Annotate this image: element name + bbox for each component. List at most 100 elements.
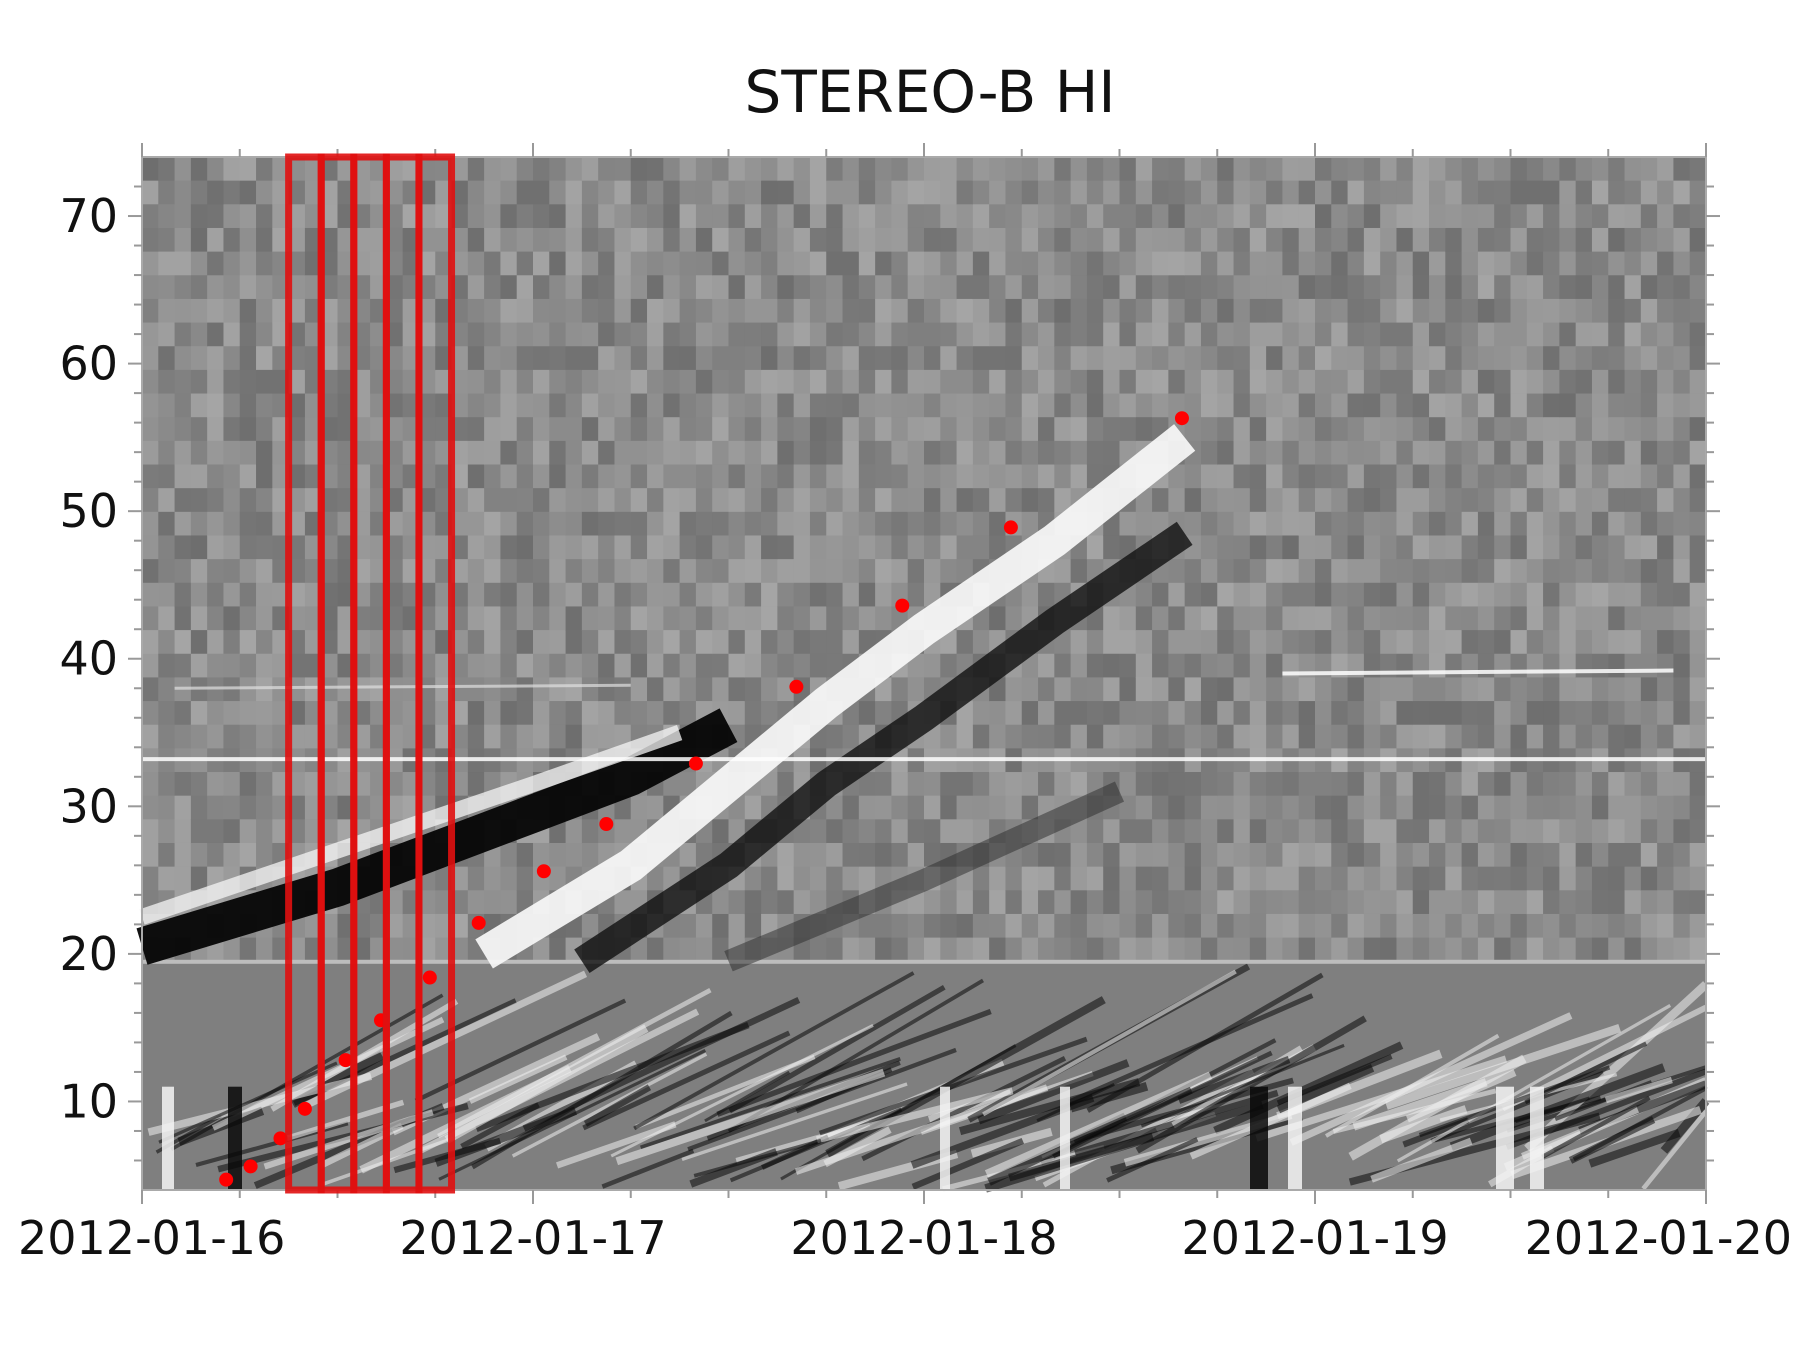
bg-cell (777, 251, 795, 276)
bg-cell (142, 866, 159, 891)
bg-cell (256, 346, 273, 371)
bg-cell (1657, 535, 1675, 560)
bg-cell (484, 464, 502, 489)
bg-cell (223, 842, 241, 868)
bg-cell (533, 535, 550, 560)
bg-cell (1331, 298, 1349, 324)
bg-cell (1429, 677, 1446, 702)
bg-cell (337, 417, 355, 442)
bg-cell (223, 298, 241, 324)
bg-cell (728, 559, 746, 584)
bg-cell (842, 842, 860, 868)
bg-cell (1298, 251, 1316, 276)
bg-cell (1543, 440, 1560, 466)
bg-cell (190, 251, 208, 276)
bg-cell (663, 180, 681, 205)
bg-cell (337, 157, 355, 182)
bg-cell (467, 606, 485, 631)
bg-cell (858, 913, 876, 939)
bg-cell (1070, 630, 1088, 655)
bg-cell (744, 298, 762, 324)
bg-cell (239, 322, 257, 347)
bg-cell (712, 346, 730, 371)
bg-cell (1494, 630, 1512, 655)
bg-cell (1380, 180, 1398, 205)
bg-cell (1477, 251, 1495, 276)
bg-cell (1249, 180, 1267, 205)
bg-cell (1331, 630, 1349, 655)
bg-cell (679, 157, 697, 182)
bg-cell (256, 795, 273, 820)
bg-cell (549, 653, 567, 679)
bg-cell (842, 346, 860, 371)
bg-cell (288, 227, 306, 253)
bg-cell (1266, 204, 1284, 229)
bg-cell (728, 535, 746, 560)
bg-cell (418, 157, 436, 182)
bg-cell (239, 606, 257, 631)
bg-cell (695, 180, 713, 205)
bg-cell (223, 488, 241, 513)
bg-cell (1363, 582, 1381, 608)
bg-cell (288, 582, 306, 608)
bg-cell (370, 795, 387, 820)
bg-cell (1396, 157, 1414, 182)
bg-cell (1689, 369, 1707, 395)
bg-cell (158, 653, 176, 679)
bg-cell (1331, 322, 1349, 347)
bg-cell (1461, 559, 1479, 584)
bg-cell (647, 701, 664, 726)
bg-cell (1363, 322, 1381, 347)
bg-cell (1200, 369, 1218, 395)
bg-cell (467, 322, 485, 347)
bg-cell (288, 464, 306, 489)
bg-cell (1282, 866, 1300, 891)
bg-cell (321, 913, 339, 939)
bg-cell (1380, 322, 1398, 347)
bg-cell (826, 417, 844, 442)
bg-cell (1315, 417, 1332, 442)
bg-cell (826, 795, 844, 820)
bg-cell (1494, 559, 1512, 584)
bg-cell (1380, 204, 1398, 229)
streak (1402, 1117, 1470, 1148)
bg-cell (1380, 417, 1398, 442)
bg-cell (858, 157, 876, 182)
bg-cell (809, 535, 827, 560)
bg-cell (1217, 795, 1235, 820)
bg-cell (1559, 417, 1577, 442)
bg-cell (1233, 772, 1251, 797)
bg-cell (1689, 724, 1707, 749)
bg-cell (1005, 866, 1023, 891)
bg-cell (1184, 488, 1202, 513)
bg-cell (386, 180, 404, 205)
bg-cell (972, 157, 990, 182)
bg-cell (679, 937, 697, 962)
bg-cell (321, 464, 339, 489)
bg-cell (858, 488, 876, 513)
bg-cell (1640, 204, 1658, 229)
bg-cell (1103, 157, 1121, 182)
bg-cell (1477, 819, 1495, 844)
bg-cell (1298, 677, 1316, 702)
bg-cell (1412, 322, 1430, 347)
streak (158, 1061, 338, 1144)
bg-cell (581, 606, 599, 631)
bg-cell (1005, 795, 1023, 820)
bg-cell (142, 251, 159, 276)
bg-cell (1429, 204, 1446, 229)
bg-cell (940, 298, 958, 324)
bg-cell (744, 180, 762, 205)
bg-cell (500, 204, 518, 229)
bg-cell (1217, 772, 1235, 797)
bg-cell (207, 346, 225, 371)
bg-cell (647, 559, 664, 584)
bg-cell (370, 417, 387, 442)
bg-cell (875, 606, 893, 631)
bg-cell (1103, 701, 1121, 726)
bg-cell (386, 890, 404, 915)
bg-cell (777, 275, 795, 300)
bg-cell (940, 630, 958, 655)
bg-cell (1624, 535, 1642, 560)
bg-cell (1070, 275, 1088, 300)
